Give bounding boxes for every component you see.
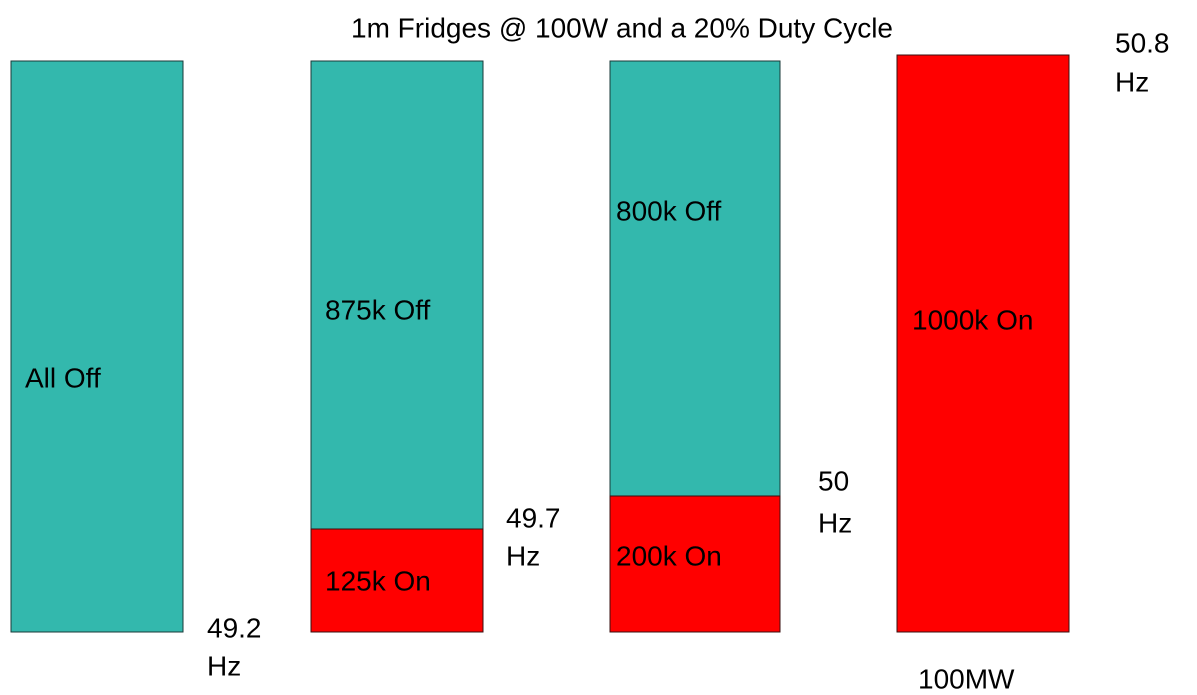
- frequency-unit: Hz: [506, 540, 540, 571]
- frequency-value: 49.7: [506, 502, 561, 533]
- off-block: [310, 60, 484, 530]
- frequency-unit: Hz: [818, 507, 852, 538]
- frequency-value: 49.2: [207, 612, 262, 643]
- title: 1m Fridges @ 100W and a 20% Duty Cycle: [351, 12, 893, 43]
- segment-label: 875k Off: [325, 294, 431, 325]
- frequency-unit: Hz: [1115, 66, 1149, 97]
- off-block: [10, 60, 184, 633]
- frequency-value: 50.8: [1115, 27, 1170, 58]
- segment-label: 800k Off: [616, 195, 722, 226]
- frequency-unit: Hz: [207, 650, 241, 681]
- segment-label: All Off: [25, 362, 101, 393]
- segment-label: 200k On: [616, 540, 722, 571]
- frequency-value: 50: [818, 465, 849, 496]
- on-block: [609, 495, 781, 633]
- on-block: [896, 54, 1070, 633]
- off-block: [609, 60, 781, 497]
- segment-label: 125k On: [325, 565, 431, 596]
- segment-label: 1000k On: [912, 304, 1033, 335]
- on-block: [310, 528, 484, 633]
- footer: 100MW: [918, 663, 1015, 694]
